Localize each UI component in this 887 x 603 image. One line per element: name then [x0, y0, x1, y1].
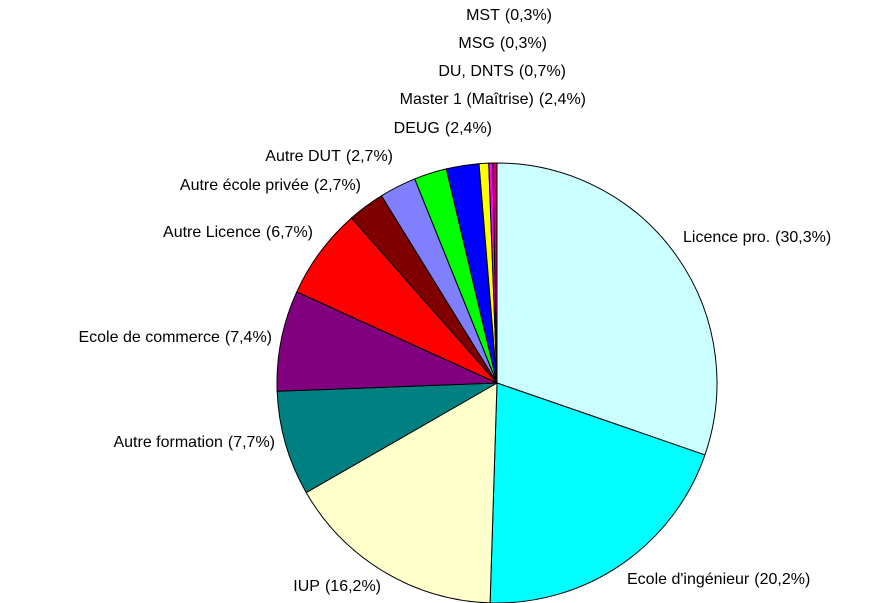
slice-label: Ecole d'ingénieur (20,2%) — [627, 571, 810, 588]
percent-label: (2,7%) — [314, 177, 361, 194]
slice-label: Licence pro. (30,3%) — [683, 229, 831, 246]
pie-slice — [492, 162, 498, 384]
category-name: Autre formation — [113, 434, 222, 451]
category-name: MST — [466, 7, 500, 24]
category-name: Ecole de commerce — [78, 329, 219, 346]
percent-label: (16,2%) — [325, 578, 381, 595]
percent-label: (2,4%) — [445, 120, 492, 137]
category-name: Autre école privée — [180, 177, 309, 194]
category-name: DU, DNTS — [438, 63, 514, 80]
slice-label: MSG (0,3%) — [458, 35, 547, 52]
pie-slice — [276, 291, 498, 392]
percent-label: (20,2%) — [754, 571, 810, 588]
slice-label: Autre formation (7,7%) — [113, 434, 275, 451]
percent-label: (0,3%) — [505, 7, 552, 24]
slice-label: Ecole de commerce (7,4%) — [78, 329, 272, 346]
pie-slice — [276, 382, 498, 494]
category-name: Ecole d'ingénieur — [627, 571, 750, 588]
slice-label: MST (0,3%) — [466, 7, 552, 24]
percent-label: (30,3%) — [775, 229, 831, 246]
slice-label: Master 1 (Maîtrise) (2,4%) — [400, 91, 586, 108]
percent-label: (0,7%) — [519, 63, 566, 80]
slice-label: Autre DUT (2,7%) — [265, 148, 393, 165]
category-name: Autre DUT — [265, 148, 341, 165]
percent-label: (2,7%) — [346, 148, 393, 165]
category-name: Licence pro. — [683, 229, 770, 246]
pie-slice — [489, 382, 706, 603]
slice-label: Autre école privée (2,7%) — [180, 177, 361, 194]
category-name: IUP — [293, 578, 320, 595]
percent-label: (0,3%) — [500, 35, 547, 52]
percent-label: (7,4%) — [225, 329, 272, 346]
percent-label: (7,7%) — [228, 434, 275, 451]
percent-label: (6,7%) — [266, 224, 313, 241]
category-name: Autre Licence — [163, 224, 261, 241]
category-name: Master 1 (Maîtrise) — [400, 91, 534, 108]
category-name: MSG — [458, 35, 494, 52]
slice-label: DU, DNTS (0,7%) — [438, 63, 566, 80]
pie-slice — [305, 382, 498, 603]
category-name: DEUG — [394, 120, 440, 137]
slice-label: Autre Licence (6,7%) — [163, 224, 313, 241]
percent-label: (2,4%) — [539, 91, 586, 108]
slice-label: IUP (16,2%) — [293, 578, 381, 595]
pie-slice — [496, 162, 718, 456]
slice-label: DEUG (2,4%) — [394, 120, 492, 137]
